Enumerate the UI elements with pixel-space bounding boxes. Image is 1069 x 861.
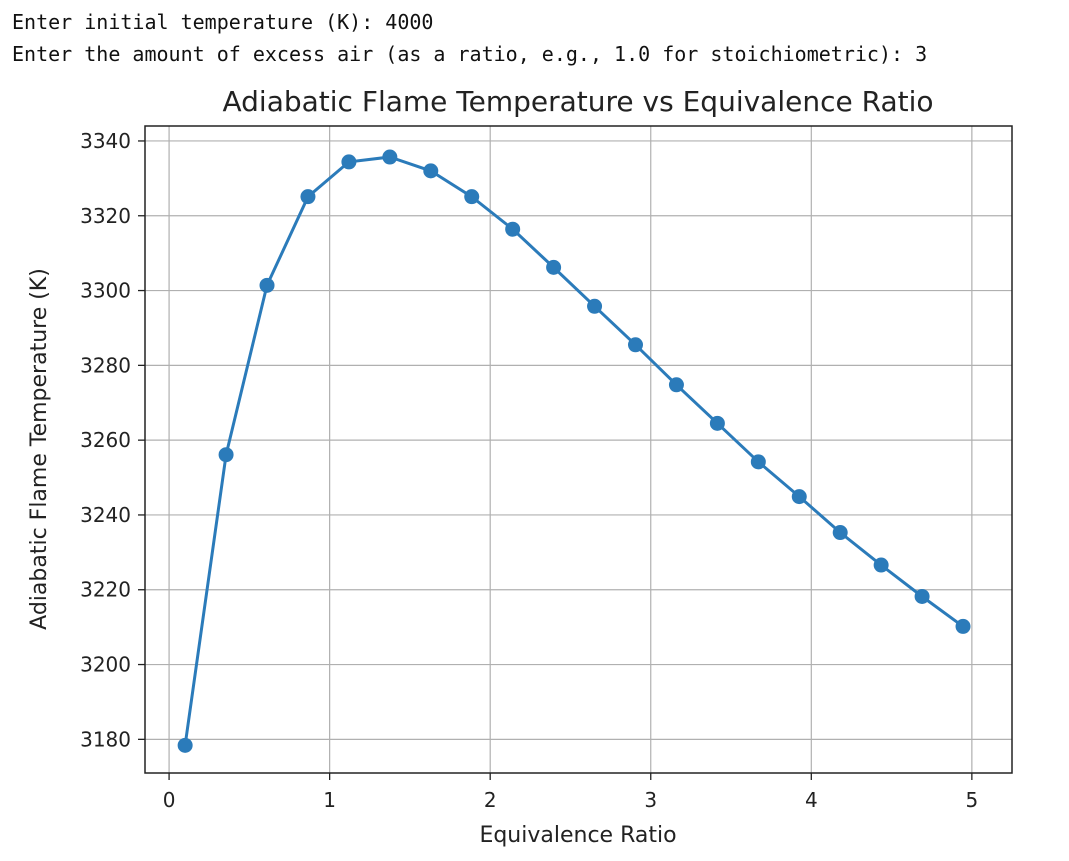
data-point [709, 415, 725, 431]
data-point [873, 557, 889, 573]
x-tick-label: 4 [805, 788, 818, 812]
data-point [177, 737, 193, 753]
data-point [832, 525, 848, 541]
y-tick-label: 3200 [80, 653, 131, 677]
data-point [464, 189, 480, 205]
data-point [259, 277, 275, 293]
data-point [587, 298, 603, 314]
x-axis-label: Equivalence Ratio [479, 823, 676, 848]
y-tick-label: 3220 [80, 578, 131, 602]
x-tick-label: 1 [323, 788, 336, 812]
series-layer [177, 149, 971, 753]
y-tick-label: 3260 [80, 428, 131, 452]
x-tick-label: 0 [163, 788, 176, 812]
console-line-excess-air: Enter the amount of excess air (as a rat… [12, 42, 928, 66]
x-tick-label: 5 [965, 788, 978, 812]
tick-marks-and-labels: 0 1 2 3 4 5 3180 3200 3220 3240 3260 3280 3300 3320 33… [80, 129, 978, 812]
data-point [423, 163, 439, 179]
x-tick-label: 2 [484, 788, 497, 812]
data-point [955, 618, 971, 634]
data-point [505, 221, 521, 237]
console-output: Enter initial temperature (K): 4000 Enter… [12, 6, 927, 70]
data-point [300, 189, 316, 205]
plot-frame [144, 125, 1013, 774]
data-point [914, 588, 930, 604]
y-tick-label: 3180 [80, 727, 131, 751]
y-tick-label: 3280 [80, 353, 131, 377]
data-point [218, 447, 234, 463]
data-point [341, 154, 357, 170]
y-axis-label: Adiabatic Flame Temperature (K) [27, 268, 52, 630]
y-tick-label: 3340 [80, 129, 131, 153]
console-line-initial-temperature: Enter initial temperature (K): 4000 [12, 10, 434, 34]
y-tick-label: 3240 [80, 503, 131, 527]
y-tick-label: 3300 [80, 279, 131, 303]
data-point [750, 454, 766, 470]
y-tick-label: 3320 [80, 204, 131, 228]
axes [144, 125, 1013, 774]
data-point [627, 337, 643, 353]
data-point [382, 149, 398, 165]
x-tick-label: 3 [644, 788, 657, 812]
data-point [546, 259, 562, 275]
chart-title: Adiabatic Flame Temperature vs Equivalen… [222, 85, 933, 118]
data-point [791, 489, 807, 505]
grid-lines [145, 126, 1012, 773]
data-point [668, 377, 684, 393]
series-line [183, 155, 964, 746]
